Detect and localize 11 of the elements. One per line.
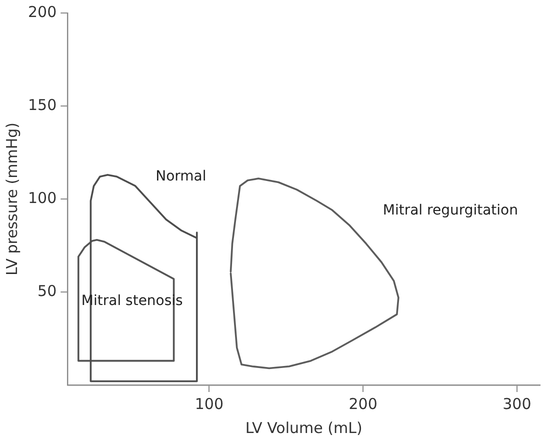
x-tick-label: 300 bbox=[502, 394, 532, 413]
x-tick-label: 200 bbox=[348, 394, 378, 413]
x-tick-label: 100 bbox=[194, 394, 224, 413]
y-tick-label: 150 bbox=[28, 96, 57, 114]
y-tick-label: 100 bbox=[28, 188, 57, 207]
text: Mitral regurgitation bbox=[382, 202, 518, 218]
y-tick-label: 200 bbox=[28, 2, 57, 21]
y-axis-title: LV pressure (mmHg) bbox=[2, 122, 21, 276]
y-tick-label: 50 bbox=[38, 282, 57, 300]
x-axis-title: LV Volume (mL) bbox=[245, 418, 362, 437]
series-label: Normal bbox=[156, 168, 206, 185]
